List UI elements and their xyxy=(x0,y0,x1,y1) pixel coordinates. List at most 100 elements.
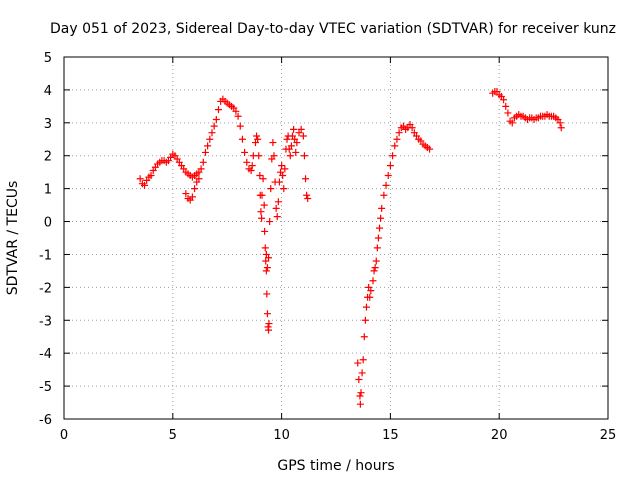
y-tick-label: 3 xyxy=(44,117,52,132)
data-point xyxy=(366,293,374,301)
data-point xyxy=(141,181,149,189)
data-point xyxy=(290,125,298,133)
data-point xyxy=(253,132,261,140)
x-tick-label: 10 xyxy=(273,428,290,443)
series-1 xyxy=(136,95,256,189)
data-points xyxy=(136,88,565,408)
data-point xyxy=(208,129,216,137)
grid xyxy=(64,57,608,419)
data-point xyxy=(278,162,286,170)
data-point xyxy=(258,214,266,222)
data-point xyxy=(263,264,271,272)
data-point xyxy=(508,119,516,127)
data-point xyxy=(293,139,301,147)
data-point xyxy=(354,359,362,367)
data-point xyxy=(355,376,363,384)
data-point xyxy=(261,227,269,235)
data-point xyxy=(504,109,512,117)
data-point xyxy=(232,107,240,115)
data-point xyxy=(374,234,382,242)
data-point xyxy=(188,193,196,201)
data-point xyxy=(356,392,364,400)
y-tick-label: -4 xyxy=(39,347,52,362)
data-point xyxy=(206,135,214,143)
data-point xyxy=(212,116,220,124)
data-point xyxy=(393,135,401,143)
data-point xyxy=(283,135,291,143)
data-point xyxy=(500,96,508,104)
axis-ticks: 0 5 10 15 20 25 -6 -5 -4 -3 -2 -1 0 1 2 3 4 5 xyxy=(39,51,616,443)
data-point xyxy=(281,165,289,173)
data-point xyxy=(236,122,244,130)
data-point xyxy=(275,178,283,186)
data-point xyxy=(257,208,265,216)
data-point xyxy=(263,290,271,298)
data-point xyxy=(377,214,385,222)
data-point xyxy=(197,165,205,173)
data-point xyxy=(556,119,564,127)
data-point xyxy=(356,400,364,408)
data-point xyxy=(259,175,267,183)
data-point xyxy=(241,148,249,156)
data-point xyxy=(373,244,381,252)
data-point xyxy=(243,158,251,166)
data-point xyxy=(292,148,300,156)
data-point xyxy=(147,171,155,179)
data-point xyxy=(287,142,295,150)
data-point xyxy=(199,158,207,166)
y-axis-label: SDTVAR / TECUs xyxy=(5,181,21,296)
data-point xyxy=(391,142,399,150)
data-point xyxy=(263,310,271,318)
data-point xyxy=(214,106,222,114)
data-point xyxy=(380,191,388,199)
data-point xyxy=(265,320,273,328)
y-tick-label: -2 xyxy=(39,281,52,296)
data-point xyxy=(262,267,270,275)
series-5 xyxy=(489,88,565,132)
data-point xyxy=(269,139,277,147)
data-point xyxy=(302,175,310,183)
data-point xyxy=(557,124,565,132)
series-2 xyxy=(182,175,203,204)
data-point xyxy=(248,162,256,170)
y-tick-label: -3 xyxy=(39,314,52,329)
data-point xyxy=(136,175,144,183)
data-point xyxy=(408,124,416,132)
data-point xyxy=(384,171,392,179)
data-point xyxy=(382,181,390,189)
data-point xyxy=(265,254,273,262)
data-point xyxy=(389,152,397,160)
data-point xyxy=(270,152,278,160)
x-tick-label: 25 xyxy=(600,428,617,443)
data-point xyxy=(234,112,242,120)
data-point xyxy=(280,185,288,193)
data-point xyxy=(386,162,394,170)
data-point xyxy=(210,122,218,130)
data-point xyxy=(247,167,255,175)
data-point xyxy=(195,175,203,183)
data-point xyxy=(376,224,384,232)
x-tick-label: 15 xyxy=(382,428,399,443)
y-tick-label: -6 xyxy=(39,413,52,428)
data-point xyxy=(372,257,380,265)
data-point xyxy=(258,191,266,199)
data-point xyxy=(359,356,367,364)
data-point xyxy=(267,185,275,193)
series-3 xyxy=(249,125,312,334)
data-point xyxy=(371,264,379,272)
data-point xyxy=(426,145,434,153)
data-point xyxy=(303,191,311,199)
data-point xyxy=(238,135,246,143)
data-point xyxy=(369,277,377,285)
data-point xyxy=(273,213,281,221)
x-tick-label: 20 xyxy=(491,428,508,443)
x-tick-label: 5 xyxy=(169,428,177,443)
data-point xyxy=(300,152,308,160)
chart-title: Day 051 of 2023, Sidereal Day-to-day VTE… xyxy=(50,21,616,37)
data-point xyxy=(279,171,287,179)
y-tick-label: 4 xyxy=(44,84,52,99)
data-point xyxy=(502,102,510,110)
y-tick-label: 2 xyxy=(44,150,52,165)
data-point xyxy=(256,171,264,179)
data-point xyxy=(260,201,268,209)
